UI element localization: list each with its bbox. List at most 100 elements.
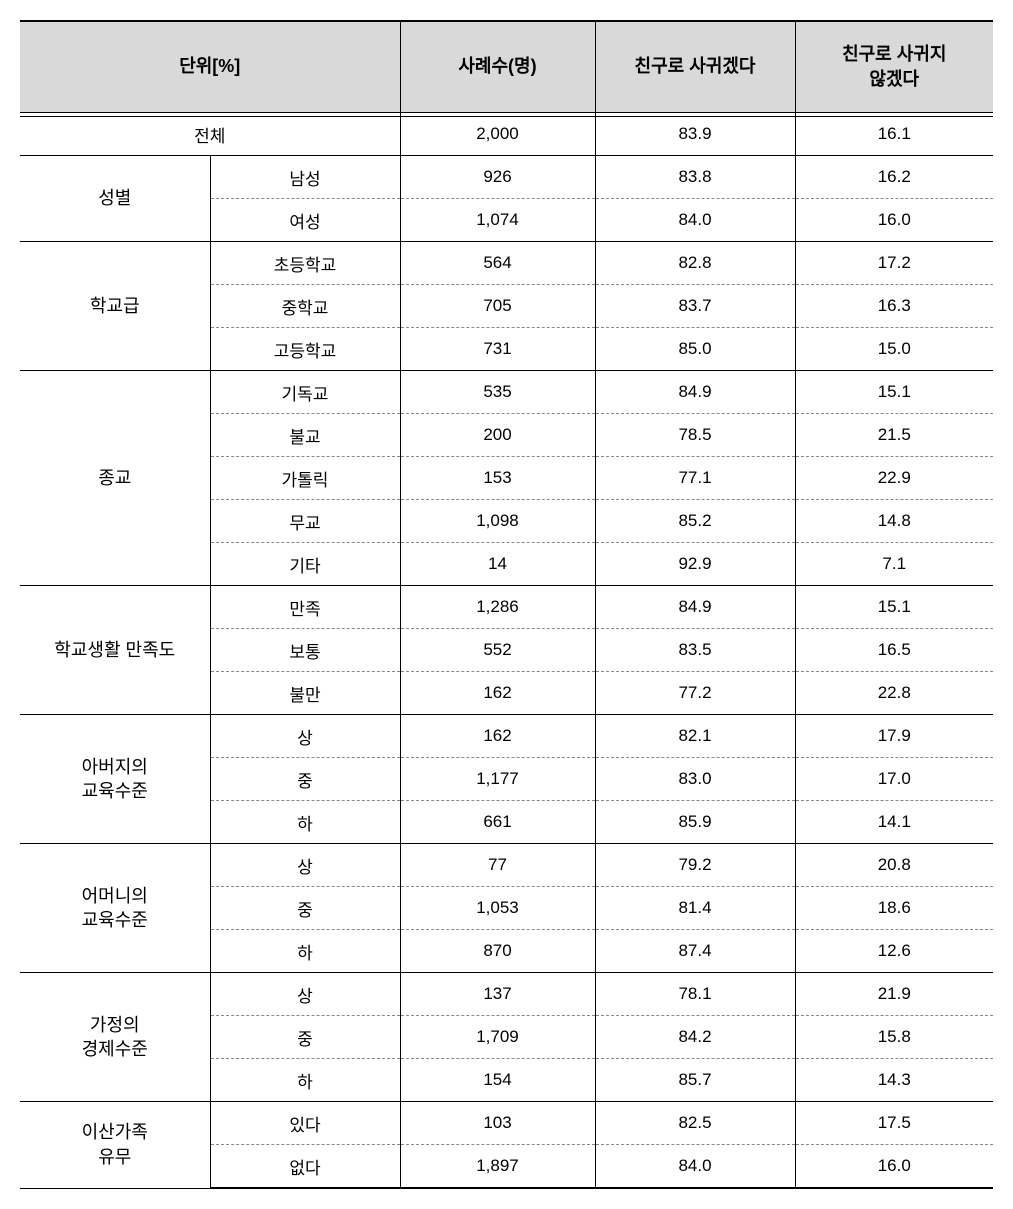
- cell-n: 926: [400, 156, 595, 199]
- cell-yes: 85.2: [595, 500, 795, 543]
- cell-n: 162: [400, 715, 595, 758]
- cell-no: 15.8: [795, 1016, 993, 1059]
- table-row: 학교급초등학교56482.817.2: [20, 242, 993, 285]
- cell-no: 16.5: [795, 629, 993, 672]
- subcategory-label: 중: [210, 887, 400, 930]
- crosstab-table: 단위[%] 사례수(명) 친구로 사귀겠다 친구로 사귀지 않겠다 전체2,00…: [20, 20, 993, 1189]
- cell-n: 1,286: [400, 586, 595, 629]
- col-no-line1: 친구로 사귀지: [796, 42, 994, 67]
- subcategory-label: 없다: [210, 1145, 400, 1189]
- subcategory-label: 중: [210, 1016, 400, 1059]
- cell-n: 77: [400, 844, 595, 887]
- cell-yes: 78.1: [595, 973, 795, 1016]
- cell-yes: 83.0: [595, 758, 795, 801]
- subcategory-label: 상: [210, 715, 400, 758]
- cell-yes: 79.2: [595, 844, 795, 887]
- col-n: 사례수(명): [400, 21, 595, 113]
- subcategory-label: 무교: [210, 500, 400, 543]
- total-label: 전체: [20, 113, 400, 156]
- cell-yes: 84.9: [595, 371, 795, 414]
- col-unit: 단위[%]: [20, 21, 400, 113]
- cell-yes: 84.2: [595, 1016, 795, 1059]
- cell-n: 731: [400, 328, 595, 371]
- subcategory-label: 보통: [210, 629, 400, 672]
- cell-n: 535: [400, 371, 595, 414]
- subcategory-label: 상: [210, 844, 400, 887]
- cell-yes: 83.9: [595, 113, 795, 156]
- subcategory-label: 여성: [210, 199, 400, 242]
- cell-n: 2,000: [400, 113, 595, 156]
- cell-n: 1,897: [400, 1145, 595, 1189]
- cell-n: 103: [400, 1102, 595, 1145]
- cell-yes: 84.9: [595, 586, 795, 629]
- subcategory-label: 남성: [210, 156, 400, 199]
- cell-n: 552: [400, 629, 595, 672]
- category-label: 어머니의교육수준: [20, 844, 210, 973]
- cell-no: 17.9: [795, 715, 993, 758]
- table-row: 가정의경제수준상13778.121.9: [20, 973, 993, 1016]
- subcategory-label: 중학교: [210, 285, 400, 328]
- cell-n: 1,098: [400, 500, 595, 543]
- subcategory-label: 만족: [210, 586, 400, 629]
- category-label: 학교급: [20, 242, 210, 371]
- cell-no: 21.9: [795, 973, 993, 1016]
- table-row: 이산가족유무있다10382.517.5: [20, 1102, 993, 1145]
- cell-yes: 83.5: [595, 629, 795, 672]
- cell-yes: 83.8: [595, 156, 795, 199]
- subcategory-label: 불교: [210, 414, 400, 457]
- cell-yes: 77.1: [595, 457, 795, 500]
- cell-no: 16.2: [795, 156, 993, 199]
- col-no-line2: 않겠다: [796, 67, 994, 92]
- cell-n: 705: [400, 285, 595, 328]
- cell-yes: 87.4: [595, 930, 795, 973]
- category-label: 종교: [20, 371, 210, 586]
- subcategory-label: 상: [210, 973, 400, 1016]
- table-body: 전체2,00083.916.1성별남성92683.816.2여성1,07484.…: [20, 113, 993, 1189]
- cell-no: 20.8: [795, 844, 993, 887]
- cell-n: 870: [400, 930, 595, 973]
- cell-n: 1,053: [400, 887, 595, 930]
- cell-no: 14.3: [795, 1059, 993, 1102]
- cell-n: 14: [400, 543, 595, 586]
- table-row: 학교생활 만족도만족1,28684.915.1: [20, 586, 993, 629]
- cell-no: 15.1: [795, 371, 993, 414]
- cell-yes: 78.5: [595, 414, 795, 457]
- cell-no: 15.1: [795, 586, 993, 629]
- table-row: 아버지의교육수준상16282.117.9: [20, 715, 993, 758]
- cell-yes: 83.7: [595, 285, 795, 328]
- cell-no: 7.1: [795, 543, 993, 586]
- subcategory-label: 초등학교: [210, 242, 400, 285]
- table-row: 성별남성92683.816.2: [20, 156, 993, 199]
- cell-n: 137: [400, 973, 595, 1016]
- cell-yes: 82.1: [595, 715, 795, 758]
- category-label: 학교생활 만족도: [20, 586, 210, 715]
- subcategory-label: 고등학교: [210, 328, 400, 371]
- cell-no: 21.5: [795, 414, 993, 457]
- cell-n: 564: [400, 242, 595, 285]
- cell-no: 18.6: [795, 887, 993, 930]
- cell-yes: 85.9: [595, 801, 795, 844]
- cell-no: 12.6: [795, 930, 993, 973]
- subcategory-label: 기독교: [210, 371, 400, 414]
- cell-no: 22.9: [795, 457, 993, 500]
- cell-yes: 85.7: [595, 1059, 795, 1102]
- cell-no: 16.0: [795, 199, 993, 242]
- cell-no: 22.8: [795, 672, 993, 715]
- col-no: 친구로 사귀지 않겠다: [795, 21, 993, 113]
- cell-yes: 82.5: [595, 1102, 795, 1145]
- table-row: 종교기독교53584.915.1: [20, 371, 993, 414]
- cell-no: 17.5: [795, 1102, 993, 1145]
- cell-yes: 84.0: [595, 199, 795, 242]
- cell-no: 14.1: [795, 801, 993, 844]
- cell-yes: 92.9: [595, 543, 795, 586]
- cell-yes: 81.4: [595, 887, 795, 930]
- table-row: 전체2,00083.916.1: [20, 113, 993, 156]
- cell-n: 153: [400, 457, 595, 500]
- cell-n: 200: [400, 414, 595, 457]
- header-row: 단위[%] 사례수(명) 친구로 사귀겠다 친구로 사귀지 않겠다: [20, 21, 993, 113]
- col-yes: 친구로 사귀겠다: [595, 21, 795, 113]
- cell-yes: 84.0: [595, 1145, 795, 1189]
- cell-n: 162: [400, 672, 595, 715]
- cell-yes: 82.8: [595, 242, 795, 285]
- category-label: 아버지의교육수준: [20, 715, 210, 844]
